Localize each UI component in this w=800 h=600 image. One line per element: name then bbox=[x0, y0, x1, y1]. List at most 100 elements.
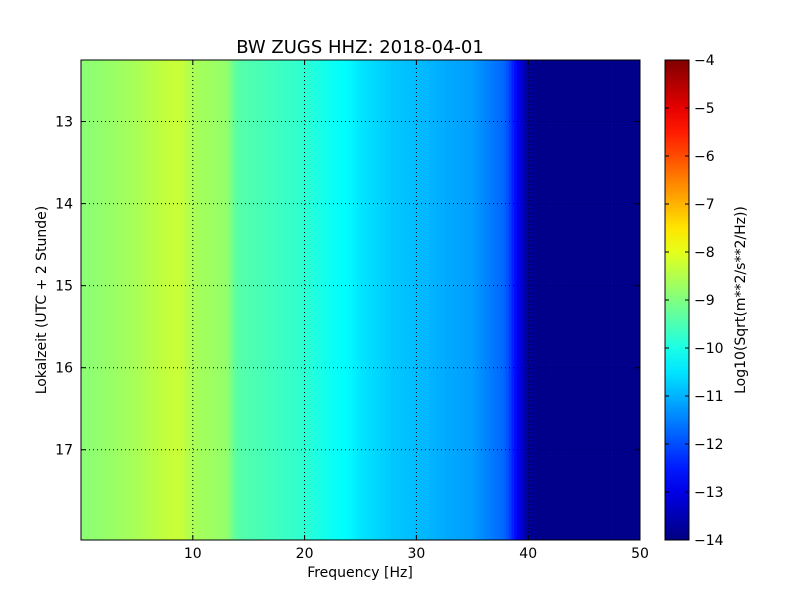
spectrogram-band bbox=[631, 60, 635, 540]
spectrogram-band bbox=[561, 60, 565, 540]
spectrogram-band bbox=[514, 60, 518, 540]
spectrogram-band bbox=[97, 60, 101, 540]
spectrogram-band bbox=[184, 60, 188, 540]
spectrogram-band bbox=[142, 60, 146, 540]
spectrogram-band bbox=[505, 60, 510, 540]
spectrogram-band bbox=[195, 60, 199, 540]
spectrogram-band bbox=[162, 60, 166, 540]
spectrogram-band bbox=[531, 60, 535, 540]
y-tick-label: 14 bbox=[55, 197, 73, 213]
spectrogram-band bbox=[553, 60, 557, 540]
y-tick-label: 15 bbox=[55, 279, 73, 295]
spectrogram-band bbox=[245, 60, 250, 540]
spectrogram-band bbox=[206, 60, 210, 540]
plot-frame bbox=[80, 59, 641, 541]
spectrogram-band bbox=[340, 60, 345, 540]
spectrogram-band bbox=[620, 60, 624, 540]
spectrogram-band bbox=[192, 60, 196, 540]
spectrogram-band bbox=[159, 60, 163, 540]
spectrogram-band bbox=[455, 60, 459, 540]
spectrogram-band bbox=[254, 60, 258, 540]
spectrogram-band bbox=[248, 60, 252, 540]
spectrogram-band bbox=[517, 60, 521, 540]
spectrogram-band bbox=[447, 60, 451, 540]
y-axis-label: Lokalzeit (UTC + 2 Stunde) bbox=[34, 206, 50, 395]
spectrogram-band bbox=[201, 60, 205, 540]
colorbar-tick-label: −8 bbox=[694, 245, 715, 261]
spectrogram-band bbox=[178, 60, 183, 540]
spectrogram-band bbox=[419, 60, 423, 540]
colorbar-ticks: −4 −5 −6 −7 −8 −9 −10 −11 −12 −13 −14 bbox=[665, 53, 724, 549]
spectrogram-band bbox=[578, 60, 582, 540]
spectrogram-band bbox=[617, 60, 621, 540]
spectrogram-band bbox=[366, 60, 370, 540]
spectrogram-bands bbox=[81, 60, 641, 540]
spectrogram-band bbox=[167, 60, 171, 540]
spectrogram-band bbox=[89, 60, 93, 540]
spectrogram-band bbox=[380, 60, 384, 540]
spectrogram-band bbox=[81, 60, 85, 540]
colorbar-tick-label: −7 bbox=[694, 197, 715, 213]
spectrogram-band bbox=[405, 60, 409, 540]
spectrogram-band bbox=[131, 60, 135, 540]
spectrogram-band bbox=[240, 60, 244, 540]
spectrogram-band bbox=[237, 60, 241, 540]
spectrogram-band bbox=[391, 60, 395, 540]
spectrogram-band bbox=[226, 60, 230, 540]
spectrogram-band bbox=[623, 60, 627, 540]
spectrogram-band bbox=[466, 60, 470, 540]
spectrogram-band bbox=[271, 60, 275, 540]
spectrogram-band bbox=[220, 60, 224, 540]
spectrogram-band bbox=[94, 60, 99, 540]
spectrogram-band bbox=[312, 60, 317, 540]
spectrogram-band bbox=[572, 60, 577, 540]
spectrogram-band bbox=[128, 60, 132, 540]
spectrogram-band bbox=[433, 60, 437, 540]
spectrogram-band bbox=[273, 60, 278, 540]
spectrogram-band bbox=[564, 60, 568, 540]
spectrogram-band bbox=[148, 60, 152, 540]
spectrogram-band bbox=[346, 60, 350, 540]
spectrogram-band bbox=[449, 60, 454, 540]
spectrogram-band bbox=[634, 60, 638, 540]
spectrogram-band bbox=[335, 60, 339, 540]
spectrogram-band bbox=[86, 60, 90, 540]
spectrogram-band bbox=[469, 60, 473, 540]
spectrogram-band bbox=[181, 60, 185, 540]
spectrogram-band bbox=[304, 60, 308, 540]
x-axis-label: Frequency [Hz] bbox=[307, 565, 413, 581]
spectrogram-band bbox=[349, 60, 353, 540]
spectrogram-band bbox=[533, 60, 537, 540]
spectrogram-band bbox=[321, 60, 325, 540]
x-tick-label: 10 bbox=[184, 546, 202, 562]
spectrogram-band bbox=[628, 60, 633, 540]
spectrogram-band bbox=[290, 60, 294, 540]
spectrogram-band bbox=[503, 60, 507, 540]
spectrogram-band bbox=[475, 60, 479, 540]
spectrogram-band bbox=[352, 60, 356, 540]
spectrogram-band bbox=[198, 60, 202, 540]
spectrogram-band bbox=[558, 60, 563, 540]
spectrogram-band bbox=[326, 60, 331, 540]
spectrogram-band bbox=[438, 60, 442, 540]
spectrogram-band bbox=[626, 60, 630, 540]
spectrogram-band bbox=[285, 60, 289, 540]
chart-title: BW ZUGS HHZ: 2018-04-01 bbox=[236, 37, 484, 58]
spectrogram-band bbox=[354, 60, 359, 540]
colorbar-tick-label: −6 bbox=[694, 149, 715, 165]
spectrogram-band bbox=[268, 60, 272, 540]
spectrogram-band bbox=[262, 60, 266, 540]
spectrogram-band bbox=[547, 60, 551, 540]
colorbar-tick-label: −14 bbox=[694, 533, 724, 549]
spectrogram-band bbox=[374, 60, 378, 540]
colorbar-tick-label: −11 bbox=[694, 389, 724, 405]
spectrogram-band bbox=[257, 60, 261, 540]
spectrogram-band bbox=[491, 60, 496, 540]
spectrogram-band bbox=[544, 60, 549, 540]
spectrogram-band bbox=[444, 60, 448, 540]
spectrogram-band bbox=[301, 60, 306, 540]
spectrogram-band bbox=[424, 60, 428, 540]
spectrogram-band bbox=[212, 60, 216, 540]
spectrogram-band bbox=[567, 60, 571, 540]
